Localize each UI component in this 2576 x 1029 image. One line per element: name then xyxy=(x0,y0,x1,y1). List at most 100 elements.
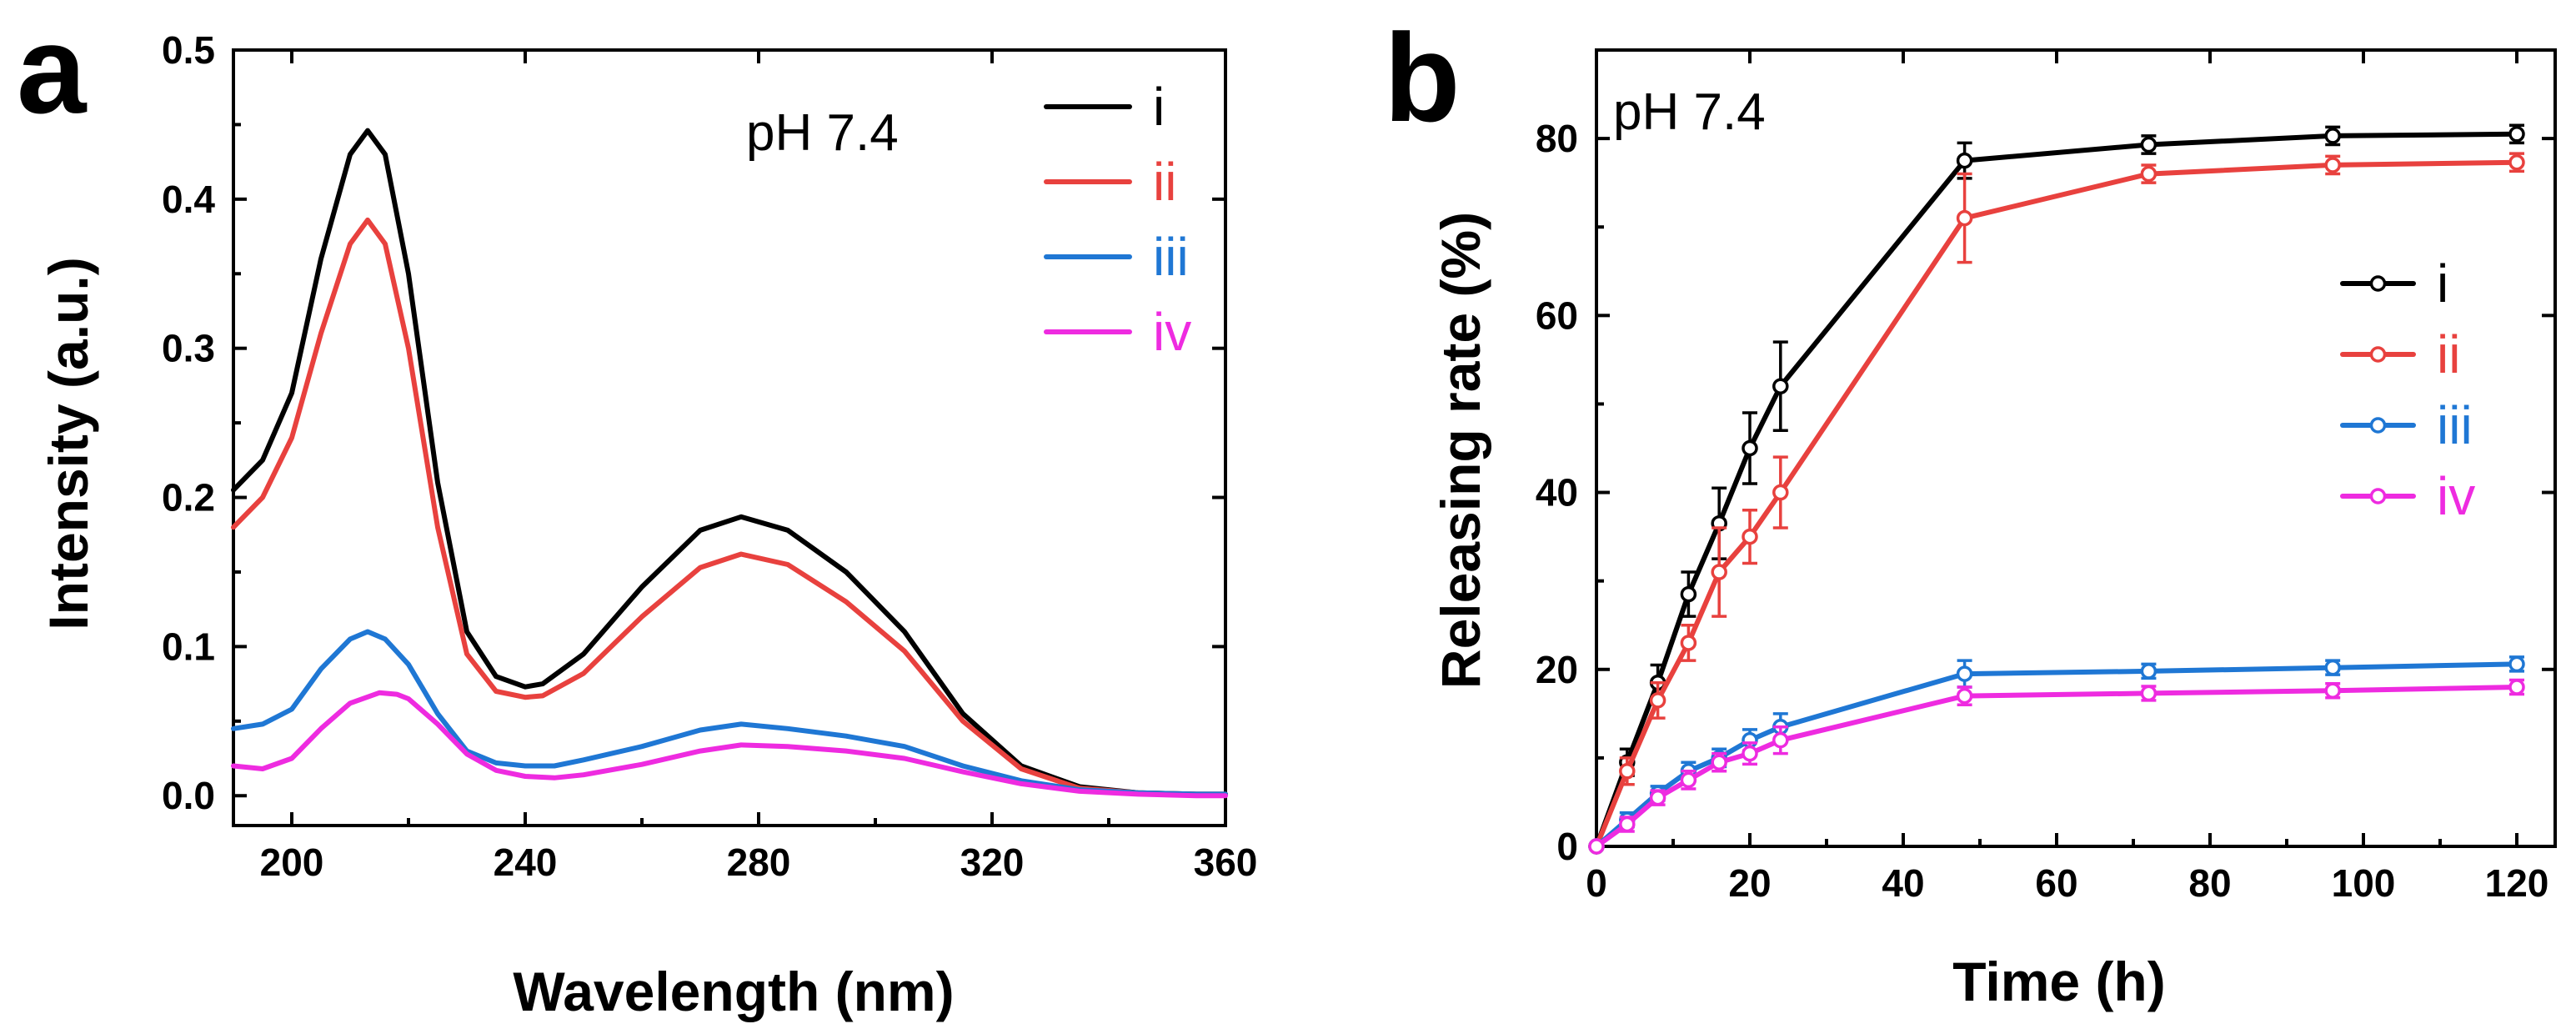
data-point xyxy=(1772,484,1789,501)
y-tick-label: 0 xyxy=(1556,825,1578,868)
legend-label-iv: iv xyxy=(1153,302,1191,362)
panel-b-letter: b xyxy=(1384,8,1461,148)
panel-b-x-axis-title: Time (h) xyxy=(1952,951,2165,1012)
data-point xyxy=(1742,745,1758,762)
legend-label-i: i xyxy=(2437,253,2448,314)
data-point xyxy=(1711,564,1727,580)
legend-marker-iii xyxy=(2369,417,2387,434)
panel-a-annotation: pH 7.4 xyxy=(746,104,899,162)
x-tick-label: 40 xyxy=(1882,861,1924,905)
data-point xyxy=(1956,687,1973,705)
series-iv xyxy=(1588,678,2525,855)
panel-a-x-axis-title: Wavelength (nm) xyxy=(513,961,954,1022)
panel-a-chart: a pH 7.4 Wavelength (nm) Intensity (a.u.… xyxy=(17,0,1257,1022)
data-point xyxy=(1680,635,1697,651)
data-point xyxy=(1956,665,1973,682)
panel-a-axes: 200 240 280 320 360 0.0 0.1 0.2 0.3 0.4 0.5 xyxy=(162,28,1257,884)
series-line-ii xyxy=(1594,159,2519,849)
series-i xyxy=(231,128,1228,797)
legend-label-iv: iv xyxy=(2437,466,2475,526)
data-point xyxy=(1772,378,1789,394)
x-tick-label: 100 xyxy=(2332,861,2396,905)
data-point xyxy=(1649,692,1666,709)
y-tick-label: 0.1 xyxy=(162,625,215,668)
series-i xyxy=(1588,123,2525,855)
series-ii xyxy=(231,217,1228,797)
data-point xyxy=(1772,731,1789,749)
data-point xyxy=(2508,154,2525,171)
legend-marker-ii xyxy=(2369,346,2387,363)
legend-label-iii: iii xyxy=(1153,227,1189,287)
data-point xyxy=(1680,771,1697,789)
legend-label-ii: ii xyxy=(1153,152,1176,212)
legend-marker-iv xyxy=(2369,488,2387,504)
x-tick-label: 280 xyxy=(727,841,791,884)
series-iii xyxy=(1588,655,2525,855)
y-tick-label: 20 xyxy=(1536,648,1578,691)
y-tick-label: 60 xyxy=(1536,294,1578,337)
data-point xyxy=(1742,528,1758,545)
data-point xyxy=(2508,679,2525,695)
y-tick-label: 0.5 xyxy=(162,28,215,72)
data-point xyxy=(2324,128,2341,144)
panel-a-series xyxy=(231,128,1228,799)
data-point xyxy=(2140,136,2158,153)
series-line-ii xyxy=(231,217,1228,797)
data-point xyxy=(1619,816,1636,833)
data-point xyxy=(2508,655,2525,673)
x-tick-label: 200 xyxy=(260,841,324,884)
x-tick-label: 60 xyxy=(2035,861,2077,905)
panel-b-axes: 0 20 40 60 80 100 120 0 20 40 60 80 xyxy=(1536,48,2557,905)
data-point xyxy=(2324,682,2341,699)
series-line-iv xyxy=(1594,685,2519,849)
data-point xyxy=(2140,685,2158,702)
data-point xyxy=(1742,439,1758,457)
data-point xyxy=(1619,763,1636,780)
data-point xyxy=(1588,838,1605,855)
plot-frame xyxy=(1595,48,2557,848)
x-tick-label: 360 xyxy=(1194,841,1258,884)
series-iv xyxy=(231,690,1228,799)
legend-label-i: i xyxy=(1153,77,1165,137)
data-point xyxy=(1956,209,1973,227)
x-tick-label: 80 xyxy=(2188,861,2231,905)
y-tick-label: 80 xyxy=(1536,117,1578,160)
data-point xyxy=(1649,789,1666,806)
x-tick-label: 0 xyxy=(1586,861,1607,905)
series-line-iii xyxy=(231,629,1228,797)
panel-a-y-axis-title: Intensity (a.u.) xyxy=(38,257,99,630)
y-tick-label: 0.3 xyxy=(162,327,215,370)
x-tick-label: 20 xyxy=(1728,861,1771,905)
data-point xyxy=(2140,165,2158,183)
series-line-iv xyxy=(231,690,1228,799)
legend-marker-i xyxy=(2369,275,2387,292)
data-point xyxy=(2508,126,2525,143)
data-point xyxy=(1956,152,1973,169)
y-tick-label: 0.4 xyxy=(162,178,215,221)
panel-b-y-axis-title: Releasing rate (%) xyxy=(1430,212,1491,689)
panel-b-annotation: pH 7.4 xyxy=(1613,83,1766,141)
x-tick-label: 240 xyxy=(494,841,558,884)
data-point xyxy=(2140,663,2158,680)
series-ii xyxy=(1588,152,2525,855)
panel-b-series xyxy=(1588,123,2525,855)
series-line-i xyxy=(231,128,1228,797)
legend-label-iii: iii xyxy=(2437,395,2473,455)
x-tick-label: 320 xyxy=(960,841,1025,884)
plot-frame xyxy=(232,48,1227,827)
data-point xyxy=(2324,157,2341,173)
series-iii xyxy=(231,629,1228,797)
legend-label-ii: ii xyxy=(2437,324,2460,384)
data-point xyxy=(1711,754,1727,770)
y-tick-label: 0.0 xyxy=(162,774,215,817)
y-tick-label: 0.2 xyxy=(162,476,215,520)
data-point xyxy=(1680,585,1697,603)
data-point xyxy=(2324,659,2341,676)
x-tick-label: 120 xyxy=(2485,861,2549,905)
panel-a-letter: a xyxy=(17,0,88,139)
panel-b-chart: b pH 7.4 Time (h) Releasing rate (%) 0 20… xyxy=(1384,8,2557,1012)
y-tick-label: 40 xyxy=(1536,471,1578,514)
